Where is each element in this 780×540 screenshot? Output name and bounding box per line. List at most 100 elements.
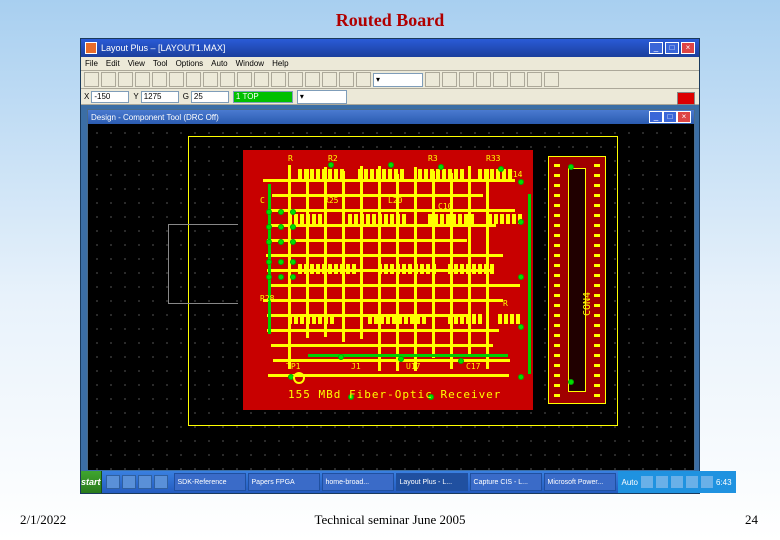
tool-button[interactable] [527,72,542,87]
tool-button[interactable] [476,72,491,87]
tool-button[interactable] [544,72,559,87]
tray-icon[interactable] [641,476,653,488]
dimension-mark [168,224,238,304]
tool-button[interactable] [305,72,320,87]
tool-button[interactable] [152,72,167,87]
tool-button[interactable] [254,72,269,87]
tool-button[interactable] [271,72,286,87]
tool-button[interactable] [442,72,457,87]
tool-button[interactable] [493,72,508,87]
pcb-canvas[interactable]: CON4155 MBd Fiber-Optic ReceiverRR2R3R33… [88,124,694,470]
x-input[interactable] [91,91,129,103]
menu-view[interactable]: View [128,59,145,68]
tray-icon[interactable] [671,476,683,488]
tool-button[interactable] [237,72,252,87]
taskbar-tasks: SDK-Reference Papers FPGA home-broad... … [172,473,618,491]
y-input[interactable] [141,91,179,103]
color-swatch[interactable] [677,92,695,105]
ref-designator: R3 [428,154,438,163]
clock: 6:43 [716,478,732,487]
quick-launch-icon[interactable] [122,475,136,489]
menubar[interactable]: File Edit View Tool Options Auto Window … [81,57,699,71]
tool-button[interactable] [135,72,150,87]
start-button[interactable]: start [81,471,102,493]
ref-designator: R28 [260,294,274,303]
task-button[interactable]: Capture CIS - L... [470,473,542,491]
ref-designator: J1 [351,362,361,371]
tool-button[interactable] [186,72,201,87]
menu-help[interactable]: Help [272,59,288,68]
quick-launch-icon[interactable] [138,475,152,489]
taskbar[interactable]: start SDK-Reference Papers FPGA home-bro… [81,471,699,493]
menu-edit[interactable]: Edit [106,59,120,68]
ref-designator: R33 [486,154,500,163]
design-titlebar[interactable]: Design - Component Tool (DRC Off) _ □ × [88,110,694,124]
ref-designator: R25 [324,196,338,205]
tool-button[interactable] [169,72,184,87]
slide-footer: Technical seminar June 2005 [0,512,780,528]
ref-designator: C10 [438,202,452,211]
tool-button[interactable] [510,72,525,87]
task-button[interactable]: Papers FPGA [248,473,320,491]
tool-button[interactable] [118,72,133,87]
g-label: G [183,92,189,101]
ref-designator: C14 [508,170,522,179]
window-title: Layout Plus – [LAYOUT1.MAX] [101,43,225,53]
quick-launch [102,475,172,489]
tool-button[interactable] [288,72,303,87]
tool-button[interactable] [203,72,218,87]
task-button[interactable]: SDK-Reference [174,473,246,491]
layer-input[interactable] [233,91,293,103]
tool-button[interactable] [101,72,116,87]
quick-launch-icon[interactable] [154,475,168,489]
sub-minimize-button[interactable]: _ [649,111,663,123]
tool-button[interactable] [220,72,235,87]
layer-select[interactable]: ▾ [297,90,347,104]
menu-window[interactable]: Window [236,59,264,68]
y-label: Y [133,92,138,101]
task-button-active[interactable]: Layout Plus - L... [396,473,468,491]
tool-button[interactable] [425,72,440,87]
silkscreen-text: 155 MBd Fiber-Optic Receiver [288,388,501,401]
tray-icon[interactable] [656,476,668,488]
app-window: Layout Plus – [LAYOUT1.MAX] _ □ × File E… [80,38,700,494]
tool-button[interactable] [459,72,474,87]
tray-icon[interactable] [701,476,713,488]
sub-maximize-button[interactable]: □ [663,111,677,123]
tool-button[interactable] [322,72,337,87]
slide-title: Routed Board [0,10,780,31]
ref-designator: R [288,154,293,163]
tool-select[interactable]: ▾ [373,73,423,87]
app-icon [85,42,97,54]
slide-page-number: 24 [745,512,758,528]
g-input[interactable] [191,91,229,103]
ref-designator: TP1 [286,362,300,371]
menu-options[interactable]: Options [176,59,204,68]
minimize-button[interactable]: _ [649,42,663,54]
tray-icon[interactable] [686,476,698,488]
copper-pour [243,150,533,410]
menu-tool[interactable]: Tool [153,59,168,68]
tray-label: Auto [622,478,638,487]
design-title: Design - Component Tool (DRC Off) [91,113,219,122]
ref-designator: C [260,196,265,205]
maximize-button[interactable]: □ [665,42,679,54]
tool-button[interactable] [356,72,371,87]
tool-button[interactable] [339,72,354,87]
tool-button[interactable] [84,72,99,87]
sub-close-button[interactable]: × [677,111,691,123]
menu-auto[interactable]: Auto [211,59,227,68]
ref-designator: R [503,299,508,308]
system-tray[interactable]: Auto 6:43 [618,471,736,493]
task-button[interactable]: Microsoft Power... [544,473,616,491]
titlebar[interactable]: Layout Plus – [LAYOUT1.MAX] _ □ × [81,39,699,57]
ref-designator: L20 [388,196,402,205]
task-button[interactable]: home-broad... [322,473,394,491]
toolbar-coords: X Y G ▾ [81,89,699,105]
close-button[interactable]: × [681,42,695,54]
ref-designator: C17 [466,362,480,371]
ref-designator: U17 [406,362,420,371]
x-label: X [84,92,89,101]
quick-launch-icon[interactable] [106,475,120,489]
menu-file[interactable]: File [85,59,98,68]
